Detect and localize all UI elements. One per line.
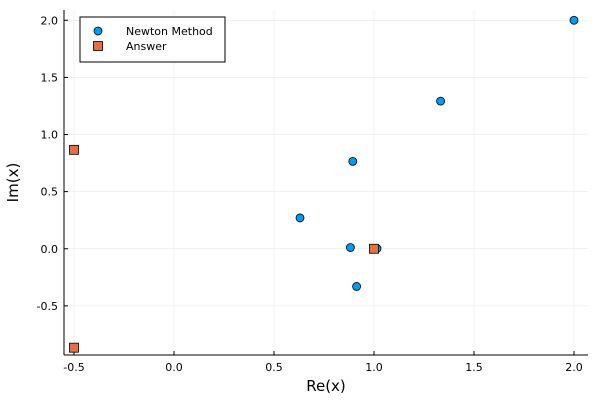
axes bbox=[63, 10, 588, 356]
y-tick-label: 2.0 bbox=[41, 14, 59, 27]
y-tick-label: 0.5 bbox=[41, 186, 59, 199]
legend: Newton Method Answer bbox=[79, 16, 226, 63]
x-tick-label: 0.0 bbox=[165, 361, 183, 374]
answer-point bbox=[69, 144, 79, 155]
series-newton-method bbox=[295, 15, 579, 291]
data-points bbox=[69, 15, 579, 353]
series-answer bbox=[69, 144, 379, 353]
legend-label: Answer bbox=[126, 40, 167, 53]
y-tick-label: 1.5 bbox=[41, 71, 59, 84]
x-tick-label: 0.5 bbox=[265, 361, 283, 374]
x-axis-label: Re(x) bbox=[306, 377, 346, 395]
y-axis-label: Im(x) bbox=[4, 163, 22, 203]
legend-marker bbox=[93, 41, 103, 51]
ticks: -0.5 0.0 0.5 1.0 1.5 2.0 -0.5 0.0 0.5 1.0 1.5 2.0 bbox=[37, 14, 583, 374]
x-tick-label: 1.0 bbox=[365, 361, 383, 374]
x-tick-label: -0.5 bbox=[63, 361, 84, 374]
y-tick-label: 1.0 bbox=[41, 129, 59, 142]
y-tick-label: -0.5 bbox=[37, 300, 58, 313]
legend-box bbox=[79, 16, 226, 63]
x-tick-label: 2.0 bbox=[565, 361, 583, 374]
legend-label: Newton Method bbox=[126, 25, 213, 38]
newton-point bbox=[436, 96, 446, 106]
newton-point bbox=[295, 213, 305, 223]
newton-point bbox=[348, 156, 358, 166]
newton-point bbox=[352, 282, 362, 291]
answer-point bbox=[369, 243, 379, 254]
y-tick-label: 0.0 bbox=[41, 243, 59, 256]
x-tick-label: 1.5 bbox=[465, 361, 483, 374]
newton-point bbox=[569, 15, 579, 25]
answer-point bbox=[69, 342, 79, 353]
legend-marker bbox=[93, 26, 103, 36]
newton-point bbox=[345, 243, 355, 252]
